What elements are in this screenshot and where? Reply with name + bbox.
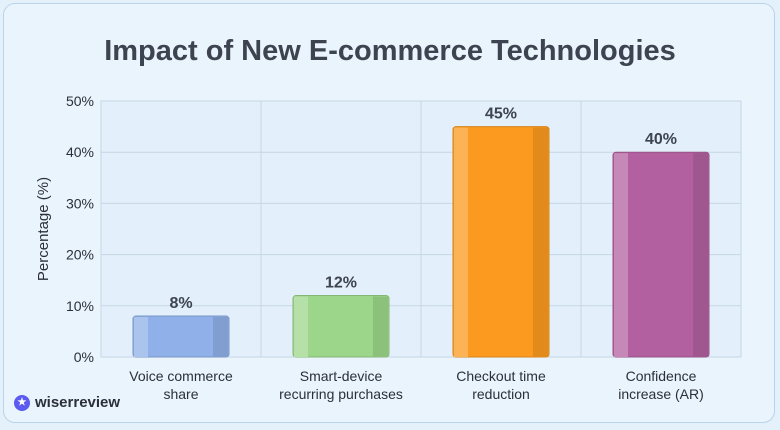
bar <box>612 151 710 358</box>
brand-name: wiserreview <box>35 394 121 411</box>
x-tick-label: Confidence <box>626 368 697 384</box>
data-label: 12% <box>325 275 357 292</box>
bar-shadow <box>533 127 548 357</box>
x-tick-label: reduction <box>472 386 530 402</box>
x-tick-label: Voice commerce <box>129 368 233 384</box>
bar-shadow <box>213 317 228 357</box>
y-tick-label: 20% <box>66 247 94 263</box>
y-tick-label: 50% <box>66 93 94 109</box>
y-tick-label: 0% <box>74 349 94 365</box>
bar <box>452 126 550 358</box>
bar-highlight <box>294 296 308 357</box>
chart-title: Impact of New E-commerce Technologies <box>104 35 676 67</box>
bar-shadow <box>693 153 708 357</box>
y-tick-label: 40% <box>66 144 94 160</box>
y-axis-label: Percentage (%) <box>35 177 52 281</box>
y-tick-label: 10% <box>66 298 94 314</box>
bar-highlight <box>134 317 148 357</box>
x-tick-label: share <box>163 386 198 402</box>
data-label: 45% <box>485 106 517 123</box>
bar-highlight <box>454 127 468 357</box>
bar-highlight <box>614 153 628 357</box>
x-tick-label: increase (AR) <box>618 386 704 402</box>
bar-shadow <box>373 296 388 357</box>
star-badge-icon: ★ <box>14 394 30 411</box>
x-tick-label: Smart-device <box>300 368 383 384</box>
data-label: 40% <box>645 131 677 148</box>
y-tick-label: 30% <box>66 195 94 211</box>
bar <box>292 295 390 358</box>
bar <box>132 315 230 358</box>
data-label: 8% <box>169 295 192 312</box>
brand-logo: ★ wiserreview <box>14 394 120 411</box>
x-tick-label: recurring purchases <box>279 386 403 402</box>
x-tick-label: Checkout time <box>456 368 546 384</box>
